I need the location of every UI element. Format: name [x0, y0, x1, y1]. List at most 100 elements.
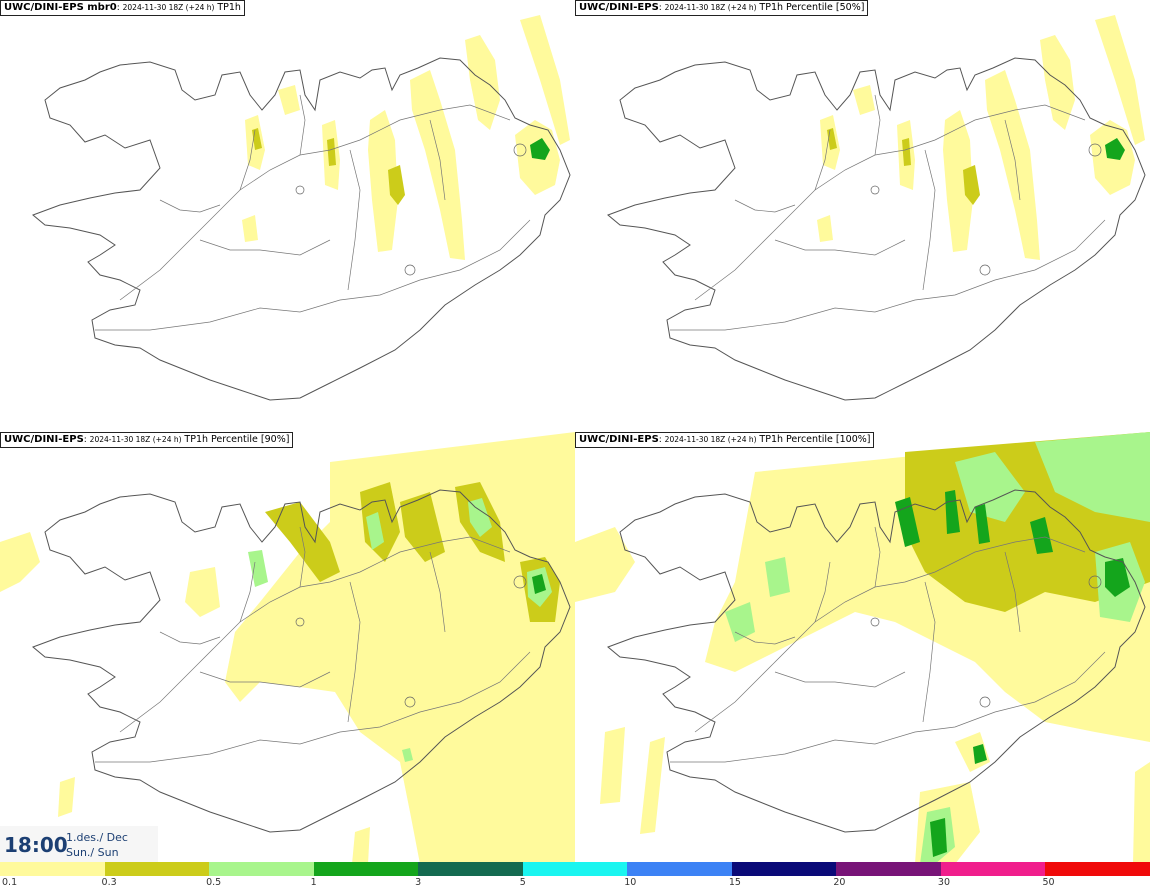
- map-panel-p50: UWC/DINI-EPS: 2024-11-30 18Z (+24 h) TP1…: [575, 0, 1150, 432]
- precip-area: [520, 15, 570, 145]
- road-line: [199, 239, 331, 256]
- road-line: [159, 631, 221, 645]
- precip-area: [853, 85, 875, 115]
- lake-outline: [979, 696, 991, 708]
- precip-area: [58, 777, 75, 817]
- legend-tick-label: 20: [833, 877, 846, 888]
- road-line: [159, 199, 221, 213]
- map-panel-mbr0: UWC/DINI-EPS mbr0: 2024-11-30 18Z (+24 h…: [0, 0, 575, 432]
- road-line: [922, 581, 936, 723]
- road-line: [1004, 119, 1021, 201]
- legend-tick-label: 0.1: [2, 877, 18, 888]
- precip-area: [963, 165, 980, 205]
- road-line: [694, 536, 1086, 733]
- variable-label: TP1h Percentile [90%]: [184, 434, 290, 445]
- road-line: [694, 104, 1086, 301]
- model-label: UWC/DINI-EPS: [579, 434, 659, 445]
- legend-tick-label: 5: [519, 877, 526, 888]
- variable-label: TP1h Percentile [50%]: [759, 2, 865, 13]
- panel-title: UWC/DINI-EPS: 2024-11-30 18Z (+24 h) TP1…: [575, 0, 869, 16]
- precip-area: [930, 818, 947, 857]
- precip-area: [265, 502, 340, 582]
- legend-tick-label: 30: [937, 877, 950, 888]
- road-line: [239, 129, 256, 191]
- road-line: [774, 239, 906, 256]
- precip-area: [1105, 138, 1125, 160]
- panel-title: UWC/DINI-EPS: 2024-11-30 18Z (+24 h) TP1…: [575, 432, 875, 448]
- precip-area: [1030, 517, 1053, 554]
- map-svg: [32, 15, 571, 401]
- road-line: [95, 219, 531, 331]
- precip-area: [366, 512, 384, 550]
- precip-area: [532, 574, 546, 594]
- road-line: [199, 671, 331, 688]
- valid-date-line2: Sun./ Sun: [66, 846, 119, 859]
- precip-area: [973, 744, 987, 764]
- variable-label: TP1h Percentile [100%]: [759, 434, 871, 445]
- separator: :: [83, 435, 90, 445]
- precip-area: [955, 732, 990, 772]
- panel-title: UWC/DINI-EPS: 2024-11-30 18Z (+24 h) TP1…: [0, 432, 294, 448]
- road-line: [119, 104, 511, 301]
- precip-area: [1095, 15, 1145, 145]
- lake-outline: [404, 264, 416, 276]
- lake-outline: [295, 185, 305, 195]
- legend-swatch: [0, 862, 105, 876]
- model-label: UWC/DINI-EPS: [4, 434, 84, 445]
- precip-area: [0, 532, 40, 592]
- road-line: [299, 526, 306, 588]
- precip-area: [817, 215, 833, 242]
- road-line: [1004, 551, 1021, 633]
- lake-outline: [979, 264, 991, 276]
- road-line: [814, 129, 831, 191]
- road-line: [670, 219, 1106, 331]
- precip-area: [278, 85, 300, 115]
- map-panel-p100: UWC/DINI-EPS: 2024-11-30 18Z (+24 h) TP1…: [575, 432, 1150, 864]
- run-label: 2024-11-30 18Z (+24 h): [89, 435, 182, 444]
- road-line: [347, 149, 361, 291]
- lake-outline: [870, 185, 880, 195]
- precip-area: [248, 550, 268, 587]
- precip-area: [985, 70, 1040, 260]
- precip-area: [725, 602, 755, 642]
- model-label: UWC/DINI-EPS: [579, 2, 659, 13]
- model-label: UWC/DINI-EPS mbr0: [4, 2, 117, 13]
- separator: :: [658, 435, 665, 445]
- coastline: [32, 57, 571, 401]
- valid-date-line1: 1.des./ Dec: [66, 831, 128, 844]
- legend-bar: [0, 862, 1150, 876]
- precip-area: [955, 452, 1025, 522]
- precip-area: [410, 70, 465, 260]
- map-svg: [607, 15, 1146, 401]
- legend-swatch: [313, 862, 419, 876]
- precip-layer: [242, 15, 570, 260]
- run-label: 2024-11-30 18Z (+24 h): [664, 3, 757, 12]
- legend-tick-label: 50: [1042, 877, 1055, 888]
- legend-swatch: [627, 862, 732, 876]
- precip-area: [402, 748, 413, 762]
- legend-tick-label: 10: [624, 877, 637, 888]
- precip-area: [975, 504, 990, 544]
- separator: :: [116, 3, 123, 13]
- valid-time: 18:00: [4, 833, 68, 857]
- road-line: [734, 631, 796, 645]
- map-panel-p90: UWC/DINI-EPS: 2024-11-30 18Z (+24 h) TP1…: [0, 432, 575, 864]
- precip-area: [600, 727, 625, 804]
- precip-area: [468, 498, 492, 537]
- precip-layer: [0, 432, 575, 864]
- legend-tick-label: 3: [415, 877, 422, 888]
- road-line: [922, 149, 936, 291]
- coastline: [607, 489, 1146, 833]
- legend-swatch: [104, 862, 210, 876]
- road-line: [874, 526, 881, 588]
- road-line: [429, 551, 446, 633]
- panel-title: UWC/DINI-EPS mbr0: 2024-11-30 18Z (+24 h…: [0, 0, 245, 16]
- road-line: [347, 581, 361, 723]
- lake-outline: [1088, 143, 1102, 157]
- legend-swatch: [522, 862, 628, 876]
- precip-layer: [817, 15, 1145, 260]
- run-label: 2024-11-30 18Z (+24 h): [664, 435, 757, 444]
- precip-area: [388, 165, 405, 205]
- lake-outline: [295, 617, 305, 627]
- precip-area: [225, 432, 575, 864]
